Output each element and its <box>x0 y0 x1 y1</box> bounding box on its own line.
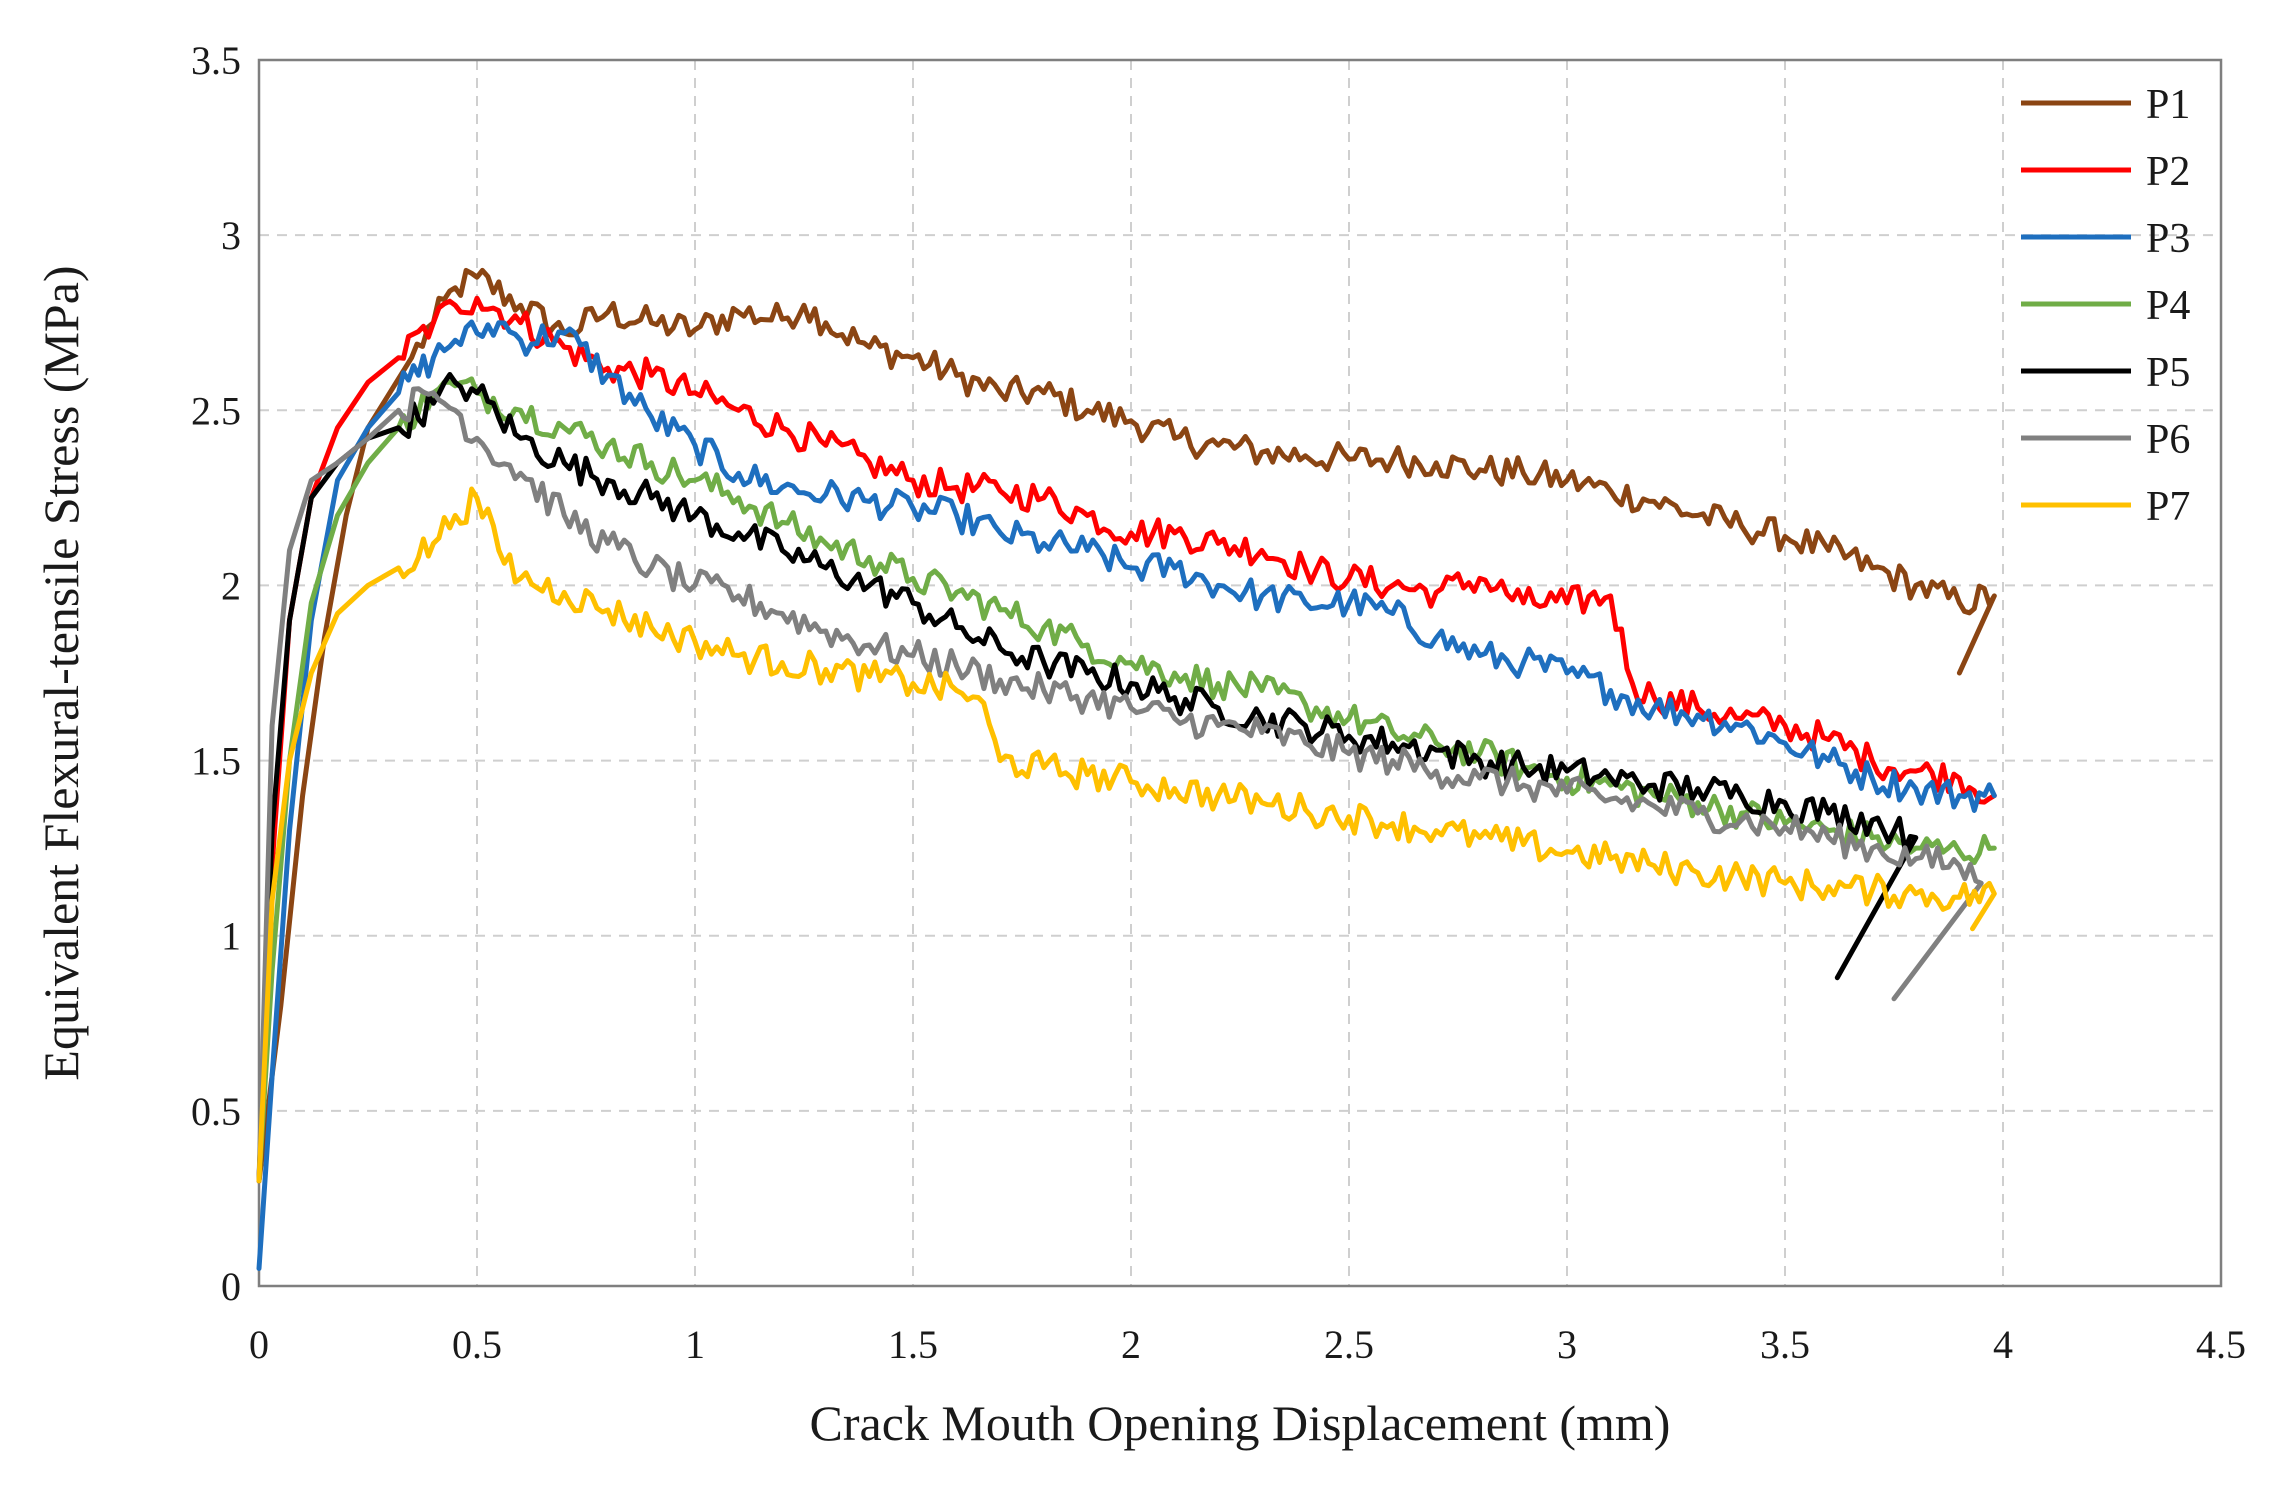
series-line-p5 <box>256 372 1919 1184</box>
legend-label-p2: P2 <box>2146 149 2190 195</box>
x-tick-label: 4 <box>1993 1322 2013 1367</box>
x-tick-label: 0.5 <box>452 1322 502 1367</box>
y-tick-label: 0 <box>221 1264 241 1309</box>
legend: P1 P2 P3 P4 P5 P6 P7 <box>2021 82 2190 530</box>
legend-label-p4: P4 <box>2146 283 2190 329</box>
y-tick-label: 3 <box>221 213 241 258</box>
series-line-p3 <box>256 319 1997 1271</box>
legend-label-p1: P1 <box>2146 82 2190 128</box>
legend-label-p6: P6 <box>2146 417 2190 463</box>
grid <box>259 60 2221 1286</box>
series-layer <box>256 267 1997 1271</box>
legend-label-p7: P7 <box>2146 484 2190 530</box>
x-axis-ticks: 0 0.5 1 1.5 2 2.5 3 3.5 4 4.5 <box>249 1322 2246 1367</box>
x-axis-title: Crack Mouth Opening Displacement (mm) <box>810 1395 1671 1451</box>
y-axis-ticks: 0 0.5 1 1.5 2 2.5 3 3.5 <box>191 38 241 1309</box>
legend-label-p3: P3 <box>2146 216 2190 262</box>
x-tick-label: 1.5 <box>888 1322 938 1367</box>
x-tick-label: 0 <box>249 1322 269 1367</box>
plot-frame <box>257 58 2223 1288</box>
y-tick-label: 2.5 <box>191 388 241 433</box>
y-tick-label: 3.5 <box>191 38 241 83</box>
x-tick-label: 2.5 <box>1324 1322 1374 1367</box>
series-line-p4 <box>256 376 1997 1184</box>
y-tick-label: 2 <box>221 563 241 608</box>
series-line-p7 <box>256 486 1997 1184</box>
x-tick-label: 2 <box>1121 1322 1141 1367</box>
series-line-p2 <box>256 295 1997 1184</box>
x-tick-label: 4.5 <box>2196 1322 2246 1367</box>
series-line-p1 <box>256 267 1997 1184</box>
legend-label-p5: P5 <box>2146 350 2190 396</box>
y-axis-title: Equivalent Flexural-tensile Stress (MPa) <box>33 265 89 1080</box>
y-tick-label: 1 <box>221 914 241 959</box>
series-line-p6 <box>256 386 1984 1184</box>
x-tick-label: 1 <box>685 1322 705 1367</box>
x-tick-label: 3.5 <box>1760 1322 1810 1367</box>
y-tick-label: 1.5 <box>191 739 241 784</box>
y-tick-label: 0.5 <box>191 1089 241 1134</box>
x-tick-label: 3 <box>1557 1322 1577 1367</box>
